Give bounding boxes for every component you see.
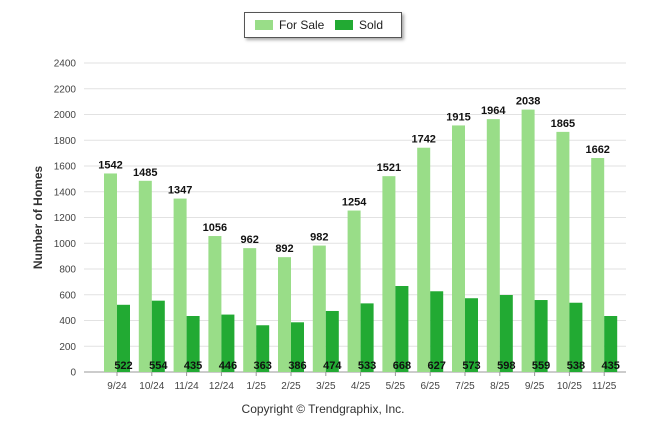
- x-tick-label: 11/25: [592, 381, 617, 392]
- data-label-sold: 554: [149, 360, 168, 372]
- bar-sold: [430, 291, 444, 372]
- bar-sold: [360, 303, 374, 372]
- y-tick-label: 0: [70, 368, 76, 379]
- bar-for-sale: [278, 257, 291, 372]
- bar-sold: [499, 295, 513, 372]
- data-label-for-sale: 982: [310, 232, 328, 244]
- bar-for-sale: [382, 176, 396, 372]
- x-tick-label: 12/24: [209, 381, 234, 392]
- data-label-sold: 538: [567, 360, 585, 372]
- copyright-footer: Copyright © Trendgraphix, Inc.: [241, 402, 405, 416]
- bar-for-sale: [591, 158, 605, 372]
- bar-sold: [604, 315, 618, 372]
- y-tick-label: 400: [59, 316, 76, 327]
- data-label-for-sale: 1915: [446, 111, 470, 123]
- data-label-sold: 363: [254, 360, 272, 372]
- bar-for-sale: [556, 131, 570, 372]
- bar-for-sale: [452, 125, 465, 372]
- data-label-sold: 668: [393, 360, 411, 372]
- bar-sold: [186, 315, 200, 372]
- y-tick-label: 1000: [54, 239, 77, 250]
- x-tick-label: 11/24: [174, 381, 199, 392]
- x-tick-label: 2/25: [281, 381, 301, 392]
- data-label-for-sale: 1964: [481, 105, 506, 117]
- x-tick-label: 4/25: [351, 381, 371, 392]
- y-tick-label: 800: [59, 265, 76, 276]
- x-tick-label: 6/25: [420, 381, 440, 392]
- y-tick-label: 2000: [54, 110, 77, 121]
- bar-for-sale: [486, 119, 500, 372]
- data-label-for-sale: 892: [275, 243, 293, 255]
- data-label-sold: 474: [323, 360, 342, 372]
- legend: For Sale Sold: [244, 12, 402, 38]
- legend-label-sold: Sold: [359, 18, 384, 32]
- y-tick-label: 600: [59, 290, 76, 301]
- bar-sold: [465, 298, 478, 372]
- x-tick-label: 7/25: [455, 381, 475, 392]
- data-label-for-sale: 1254: [342, 197, 367, 209]
- bar-sold: [256, 325, 270, 372]
- x-tick-label: 3/25: [316, 381, 336, 392]
- x-tick-label: 10/25: [557, 381, 582, 392]
- x-tick-label: 1/25: [246, 381, 266, 392]
- x-tick-label: 9/24: [107, 381, 127, 392]
- bar-for-sale: [312, 245, 326, 372]
- y-tick-label: 1200: [54, 213, 77, 224]
- data-label-sold: 598: [497, 360, 515, 372]
- legend-swatch-for-sale: [255, 20, 273, 30]
- bar-sold: [117, 304, 130, 372]
- x-tick-label: 9/25: [525, 381, 545, 392]
- bar-for-sale: [521, 109, 535, 373]
- data-label-for-sale: 962: [241, 234, 259, 246]
- bar-for-sale: [138, 180, 152, 372]
- bar-sold: [534, 300, 548, 372]
- data-label-sold: 446: [219, 360, 237, 372]
- data-label-for-sale: 1865: [551, 118, 575, 130]
- data-label-sold: 573: [462, 360, 480, 372]
- data-label-for-sale: 1542: [98, 159, 122, 171]
- bar-sold: [151, 300, 165, 372]
- data-label-sold: 435: [602, 360, 620, 372]
- y-axis-title: Number of Homes: [31, 166, 45, 270]
- bar-for-sale: [347, 210, 361, 372]
- y-tick-label: 2400: [54, 59, 77, 70]
- y-tick-label: 1600: [54, 162, 77, 173]
- data-label-for-sale: 1662: [585, 144, 609, 156]
- y-tick-label: 1800: [54, 136, 77, 147]
- bar-for-sale: [173, 198, 187, 372]
- bar-for-sale: [243, 248, 257, 372]
- data-label-sold: 522: [114, 360, 132, 372]
- data-label-for-sale: 1347: [168, 185, 192, 197]
- y-tick-label: 1400: [54, 187, 77, 198]
- data-label-sold: 559: [532, 360, 550, 372]
- data-label-sold: 435: [184, 360, 202, 372]
- bar-for-sale: [208, 236, 222, 372]
- x-tick-label: 5/25: [386, 381, 406, 392]
- legend-label-for-sale: For Sale: [279, 18, 325, 32]
- bar-sold: [395, 285, 409, 372]
- bar-for-sale: [417, 147, 431, 372]
- data-label-sold: 533: [358, 360, 376, 372]
- y-tick-label: 2200: [54, 84, 77, 95]
- x-tick-label: 10/24: [139, 381, 164, 392]
- legend-swatch-sold: [335, 20, 353, 30]
- data-label-for-sale: 2038: [516, 96, 540, 108]
- y-tick-label: 200: [59, 342, 76, 353]
- data-label-for-sale: 1056: [203, 222, 227, 234]
- bar-sold: [221, 314, 235, 372]
- data-label-for-sale: 1521: [377, 162, 401, 174]
- data-label-sold: 627: [428, 360, 446, 372]
- bar-sold: [325, 310, 339, 372]
- data-label-for-sale: 1742: [411, 134, 435, 146]
- bar-sold: [569, 302, 583, 372]
- data-label-for-sale: 1485: [133, 167, 157, 179]
- data-label-sold: 386: [288, 360, 306, 372]
- x-tick-label: 8/25: [490, 381, 510, 392]
- bar-sold: [291, 322, 304, 372]
- bar-for-sale: [104, 173, 117, 372]
